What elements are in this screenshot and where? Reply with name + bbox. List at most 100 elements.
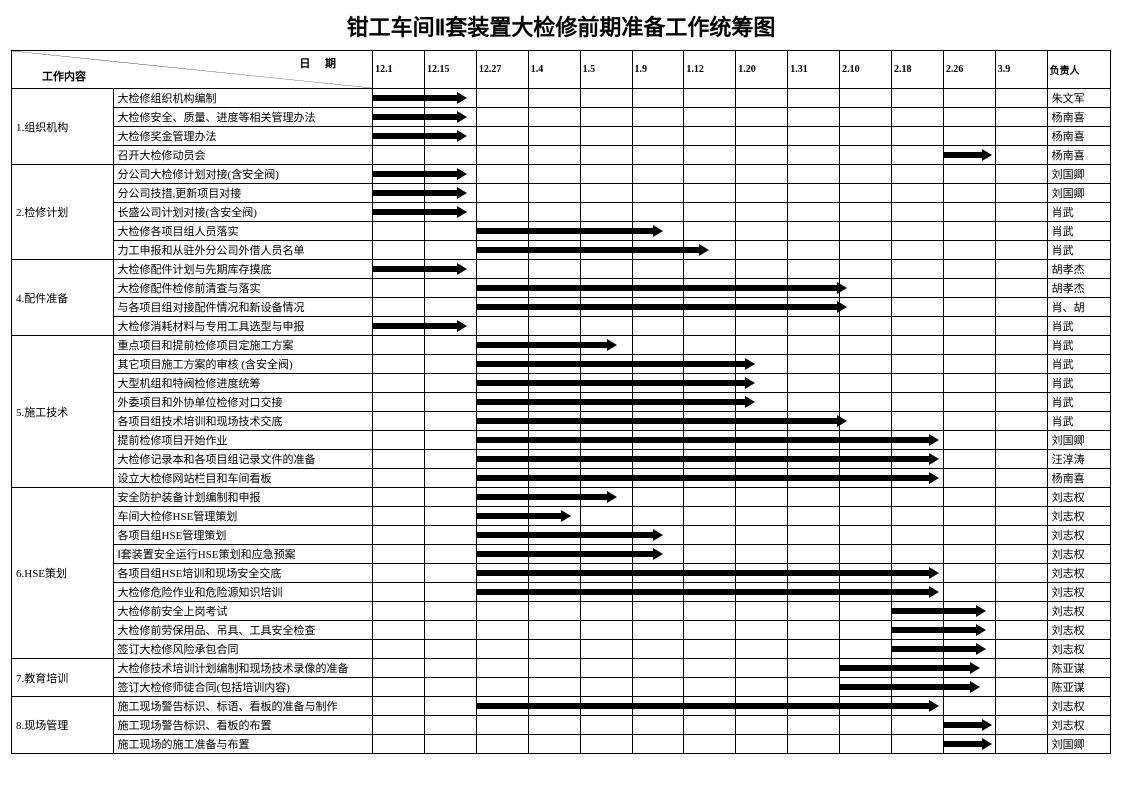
date-col-9: 2.10 (840, 51, 892, 89)
gantt-cell (580, 564, 632, 583)
gantt-cell (632, 355, 684, 374)
gantt-cell (528, 716, 580, 735)
task-cell: 车间大检修HSE管理策划 (113, 507, 373, 526)
gantt-cell (424, 127, 476, 146)
header-owner: 负责人 (1047, 51, 1110, 89)
gantt-cell (788, 526, 840, 545)
gantt-cell (943, 203, 995, 222)
gantt-cell (476, 526, 528, 545)
gantt-cell (788, 583, 840, 602)
gantt-cell (943, 659, 995, 678)
gantt-cell (788, 127, 840, 146)
gantt-cell (995, 108, 1047, 127)
task-cell: 长盛公司计划对接(含安全阀) (113, 203, 373, 222)
gantt-cell (891, 431, 943, 450)
gantt-cell (788, 469, 840, 488)
gantt-cell (632, 222, 684, 241)
gantt-cell (528, 564, 580, 583)
gantt-cell (476, 412, 528, 431)
gantt-cell (995, 678, 1047, 697)
gantt-cell (943, 545, 995, 564)
gantt-cell (995, 735, 1047, 754)
gantt-cell (995, 393, 1047, 412)
gantt-cell (580, 716, 632, 735)
gantt-cell (424, 336, 476, 355)
gantt-cell (684, 279, 736, 298)
gantt-cell (580, 317, 632, 336)
gantt-cell (424, 507, 476, 526)
owner-cell: 刘志权 (1047, 583, 1110, 602)
gantt-cell (476, 716, 528, 735)
gantt-cell (891, 583, 943, 602)
gantt-cell (943, 640, 995, 659)
gantt-cell (891, 640, 943, 659)
gantt-cell (580, 89, 632, 108)
gantt-cell (528, 697, 580, 716)
gantt-cell (840, 355, 892, 374)
gantt-cell (995, 165, 1047, 184)
category-cell: 1.组织机构 (12, 89, 114, 165)
gantt-cell (580, 450, 632, 469)
gantt-cell (476, 564, 528, 583)
gantt-cell (632, 450, 684, 469)
gantt-cell (891, 127, 943, 146)
gantt-cell (788, 89, 840, 108)
gantt-cell (943, 412, 995, 431)
gantt-cell (684, 260, 736, 279)
gantt-cell (528, 640, 580, 659)
gantt-cell (476, 165, 528, 184)
date-col-0: 12.1 (373, 51, 425, 89)
gantt-cell (788, 165, 840, 184)
gantt-cell (736, 545, 788, 564)
date-col-7: 1.20 (736, 51, 788, 89)
gantt-cell (373, 203, 425, 222)
gantt-cell (528, 621, 580, 640)
gantt-cell (424, 602, 476, 621)
gantt-cell (995, 336, 1047, 355)
gantt-cell (580, 184, 632, 203)
task-cell: 重点项目和提前检修项目定施工方案 (113, 336, 373, 355)
gantt-cell (840, 545, 892, 564)
gantt-cell (788, 450, 840, 469)
gantt-cell (476, 89, 528, 108)
owner-cell: 肖武 (1047, 317, 1110, 336)
gantt-cell (891, 241, 943, 260)
gantt-cell (632, 431, 684, 450)
category-cell: 8.现场管理 (12, 697, 114, 754)
owner-cell: 汪淳涛 (1047, 450, 1110, 469)
gantt-cell (476, 431, 528, 450)
gantt-cell (580, 735, 632, 754)
gantt-cell (373, 735, 425, 754)
gantt-cell (580, 393, 632, 412)
gantt-cell (632, 127, 684, 146)
gantt-cell (943, 336, 995, 355)
gantt-cell (528, 89, 580, 108)
gantt-cell (373, 393, 425, 412)
gantt-cell (943, 526, 995, 545)
gantt-cell (788, 697, 840, 716)
gantt-cell (528, 431, 580, 450)
gantt-cell (736, 108, 788, 127)
gantt-cell (580, 659, 632, 678)
gantt-cell (580, 640, 632, 659)
gantt-cell (632, 697, 684, 716)
gantt-cell (424, 659, 476, 678)
gantt-cell (684, 469, 736, 488)
gantt-cell (528, 184, 580, 203)
gantt-cell (373, 412, 425, 431)
gantt-bar (944, 152, 982, 158)
task-cell: 大检修前安全上岗考试 (113, 602, 373, 621)
gantt-cell (736, 127, 788, 146)
gantt-cell (840, 659, 892, 678)
gantt-cell (891, 393, 943, 412)
gantt-cell (995, 89, 1047, 108)
gantt-cell (476, 222, 528, 241)
gantt-cell (528, 374, 580, 393)
gantt-cell (995, 127, 1047, 146)
gantt-cell (424, 716, 476, 735)
gantt-cell (840, 507, 892, 526)
gantt-cell (580, 222, 632, 241)
gantt-cell (528, 469, 580, 488)
gantt-cell (943, 697, 995, 716)
gantt-cell (424, 165, 476, 184)
